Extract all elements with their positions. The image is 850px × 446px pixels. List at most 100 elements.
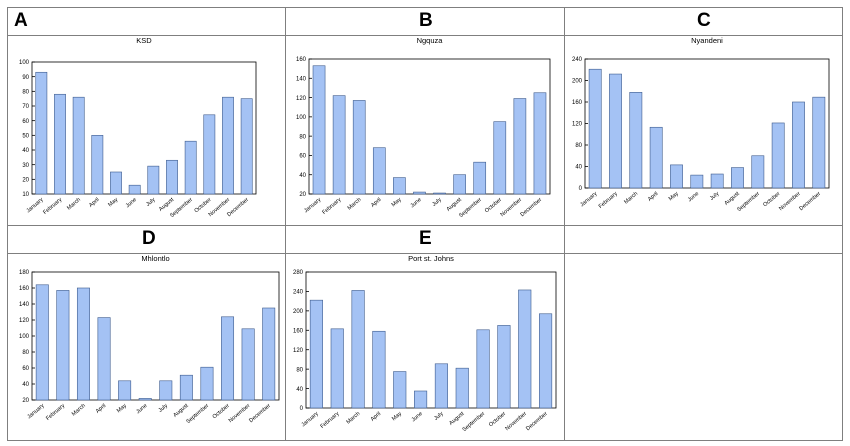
x-tick-label: August (724, 191, 742, 207)
bar (588, 68, 602, 189)
x-tick-label: July (145, 197, 157, 208)
chart-title: KSD (136, 36, 152, 45)
x-tick-label: March (66, 197, 82, 212)
bar (330, 328, 344, 409)
bar (184, 140, 197, 195)
bar (533, 92, 547, 195)
bar (222, 96, 234, 195)
x-tick-label: March (623, 191, 639, 206)
bar (91, 135, 104, 195)
bar (731, 167, 744, 189)
panel-d: D Mhlontlo 20 40 60 80 100 120 140 160 180 January… (7, 225, 286, 441)
x-tick-label: July (431, 197, 443, 208)
y-tick-label: 180 (19, 270, 30, 276)
x-tick-label: August (172, 403, 190, 419)
x-tick-label: April (370, 197, 382, 209)
bar (539, 313, 553, 409)
y-tick-label: 160 (296, 57, 307, 63)
panel-a-header: A (8, 8, 285, 36)
y-tick-label: 140 (19, 302, 30, 308)
x-tick-label: February (42, 197, 63, 216)
bar (35, 71, 48, 195)
bar (352, 100, 366, 195)
bar (200, 366, 214, 401)
panel-c-letter: C (697, 10, 711, 31)
chart-d: Mhlontlo 20 40 60 80 100 120 140 160 180 January Fe… (19, 254, 280, 425)
y-tick-label: 0 (300, 406, 304, 412)
bar (262, 307, 276, 401)
bar (413, 191, 426, 195)
y-tick-label: 80 (22, 350, 29, 356)
x-tick-label: March (71, 403, 87, 418)
x-tick-label: April (370, 411, 382, 423)
y-tick-label: 70 (22, 104, 29, 110)
bar (372, 330, 386, 409)
bar (147, 165, 160, 195)
y-tick-label: 40 (22, 148, 29, 154)
panel-b: B Ngquza 20 40 60 80 100 120 140 160 January Febru… (285, 7, 565, 226)
y-tick-label: 80 (296, 367, 303, 373)
chart-title: Nyandeni (691, 36, 723, 45)
x-tick-label: November (778, 191, 802, 212)
bar (518, 289, 532, 409)
x-tick-label: May (107, 197, 119, 209)
panel-b-letter: B (419, 10, 433, 31)
bar (476, 329, 490, 409)
chart-title: Port st. Johns (408, 254, 454, 263)
x-tick-label: September (458, 197, 483, 219)
bar (497, 325, 511, 409)
bar (609, 73, 622, 189)
y-tick-label: 100 (19, 60, 30, 66)
bar (72, 96, 85, 195)
bar (513, 98, 527, 195)
y-tick-label: 100 (19, 334, 30, 340)
x-tick-label: December (798, 191, 822, 212)
x-tick-label: December (248, 403, 272, 424)
x-tick-label: December (525, 411, 549, 432)
y-tick-label: 40 (299, 173, 306, 179)
x-tick-label: July (433, 411, 445, 422)
bar (35, 284, 49, 401)
y-tick-label: 40 (22, 382, 29, 388)
y-tick-label: 160 (19, 286, 30, 292)
y-tick-label: 10 (22, 192, 29, 198)
x-tick-label: October (212, 403, 231, 420)
x-tick-label: November (228, 403, 252, 424)
bar (309, 299, 323, 409)
y-tick-label: 280 (293, 270, 304, 276)
x-tick-label: June (125, 197, 138, 209)
y-tick-label: 80 (22, 90, 29, 96)
x-tick-label: June (687, 191, 700, 203)
chart-e: Port st. Johns 0 40 80 120 160 200 240 280 Januar… (293, 254, 557, 433)
bar (76, 287, 90, 401)
panel-e-letter: E (419, 228, 432, 249)
panel-d-header: D (8, 226, 285, 254)
plot-frame (305, 271, 557, 409)
bar (203, 114, 216, 195)
y-tick-label: 240 (572, 57, 583, 63)
panel-d-letter: D (142, 228, 156, 249)
panel-grid: A KSD 10 20 30 40 50 60 70 80 90 100 January Februar… (7, 7, 843, 441)
y-tick-label: 60 (22, 119, 29, 125)
x-tick-label: September (462, 411, 487, 433)
plot-frame (31, 61, 257, 195)
bar (118, 380, 132, 401)
bar (414, 390, 428, 409)
y-tick-label: 120 (19, 318, 30, 324)
x-tick-label: July (158, 403, 170, 414)
bar (159, 380, 173, 401)
bar (110, 171, 122, 195)
x-tick-label: April (647, 191, 659, 203)
bar (453, 174, 466, 195)
x-tick-label: December (520, 197, 544, 218)
x-tick-label: June (411, 411, 424, 423)
bar (351, 290, 365, 409)
chart-title: Mhlontlo (141, 254, 169, 263)
bar (473, 161, 487, 195)
y-tick-label: 40 (575, 165, 582, 171)
y-tick-label: 60 (22, 366, 29, 372)
panel-e-header: E (286, 226, 564, 254)
x-tick-label: February (320, 411, 341, 430)
y-tick-label: 40 (296, 387, 303, 393)
bar (812, 96, 826, 189)
